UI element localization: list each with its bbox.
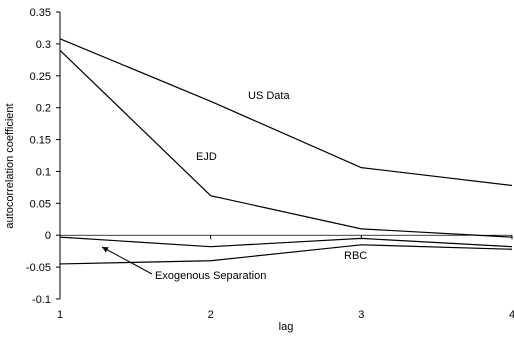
x-tick-label: 1 <box>57 309 63 321</box>
y-tick-label: -0.1 <box>32 294 51 306</box>
y-tick-label: 0.35 <box>30 7 51 19</box>
annotation-us-data: US Data <box>248 90 290 102</box>
plot-area: 0.35 0.3 0.25 0.2 0.15 0.1 0.05 0 -0.05 -0.1 1 2 3 4 <box>26 7 514 321</box>
y-tick-label: 0.25 <box>30 71 51 83</box>
x-axis-label: lag <box>279 321 294 333</box>
x-tick-label: 2 <box>208 309 214 321</box>
series-line-ejd <box>59 49 513 238</box>
y-tick-label: 0.15 <box>30 135 51 147</box>
x-tick-label: 4 <box>509 309 514 321</box>
y-axis-label: autocorrelation coefficient <box>4 103 16 228</box>
series-line-rbc <box>59 244 513 265</box>
y-tick-label: 0.3 <box>36 39 51 51</box>
y-tick-label: -0.05 <box>26 262 51 274</box>
y-tick-label: 0.1 <box>36 166 51 178</box>
y-tick-label: 0.2 <box>36 103 51 115</box>
annotation-ejd: EJD <box>196 151 217 163</box>
annotation-exogenous-separation: Exogenous Separation <box>155 270 266 282</box>
exogenous-arrow <box>101 246 153 275</box>
series-line-us-data <box>59 38 513 187</box>
y-tick-label: 0.05 <box>30 198 51 210</box>
annotation-rbc: RBC <box>344 250 367 262</box>
y-tick-label: 0 <box>45 230 51 242</box>
x-tick-label: 3 <box>358 309 364 321</box>
series-line-exogenous-separation <box>59 236 513 248</box>
